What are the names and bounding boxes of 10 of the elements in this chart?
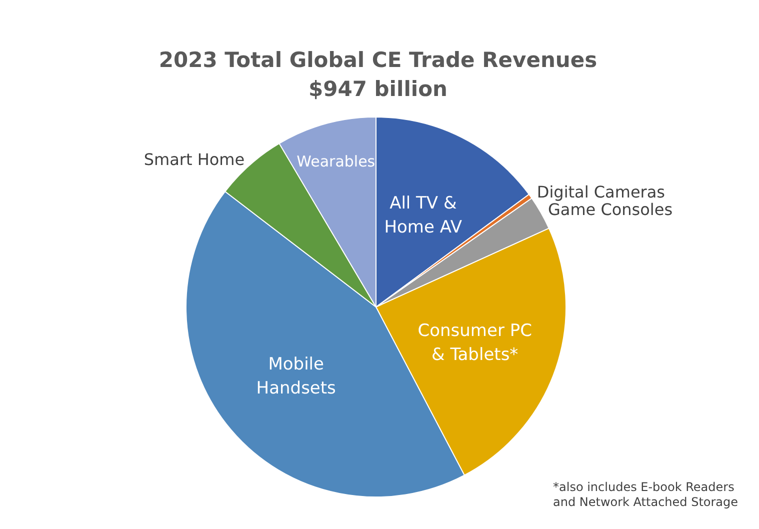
slice-label: Digital Cameras [536, 182, 666, 202]
chart-title: 2023 Total Global CE Trade Revenues [158, 47, 598, 74]
slice-label: Consumer PC & Tablets* [418, 320, 532, 365]
slice-label: Wearables [296, 152, 376, 170]
slice-label: Game Consoles [548, 200, 673, 219]
slice-label: Mobile Handsets [256, 354, 336, 398]
text: *also includes E-book Readers and Network Attached Storage [553, 480, 740, 510]
slice-label: All TV & Home AV [384, 194, 462, 238]
slice-label: Smart Home [144, 150, 245, 169]
chart-subtitle: $947 billion [308, 76, 448, 103]
